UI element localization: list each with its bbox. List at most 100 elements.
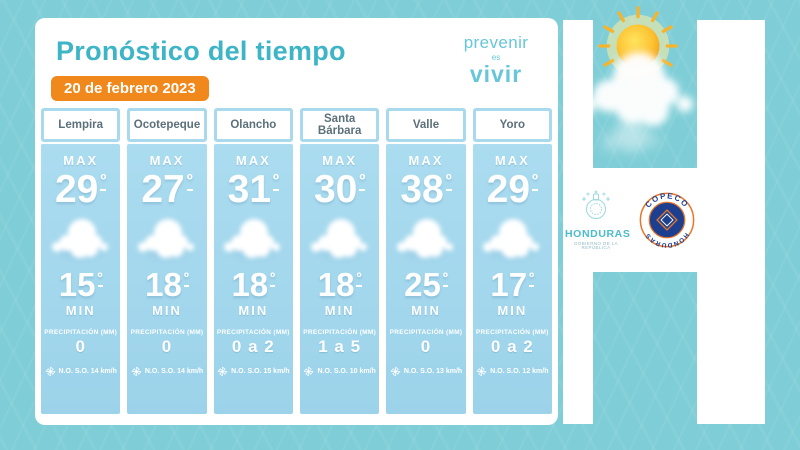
cloud-icon <box>308 217 372 259</box>
min-label: MIN <box>65 303 96 319</box>
degree-mark: º <box>445 171 452 192</box>
forecast-column-valle: Valle MAX 38 º 25 º MIN PRECIPITACIÓN (MM)… <box>386 108 466 414</box>
precipitation-value: 0 a 2 <box>231 337 275 357</box>
degree-mark: º <box>529 270 535 288</box>
precipitation-value: 0 a 2 <box>490 337 534 357</box>
pinwheel-wind-icon <box>390 366 401 377</box>
precipitation-label: PRECIPITACIÓN (MM) <box>303 329 377 337</box>
max-temperature: 30 º <box>313 168 366 211</box>
precipitation-label: PRECIPITACIÓN (MM) <box>44 329 118 337</box>
min-temperature: 18 º <box>317 266 362 304</box>
cloud-icon <box>394 217 458 259</box>
pinwheel-wind-icon <box>304 366 314 377</box>
max-temperature: 31 º <box>227 168 280 211</box>
cloud-icon <box>480 217 544 259</box>
copeco-logo: COPECO HONDURAS <box>639 192 695 248</box>
forecast-column-lempira: Lempira MAX 29 º 15 º MIN PRECIPITACIÓN (M… <box>41 108 121 414</box>
precipitation-value: 1 a 5 <box>318 337 362 357</box>
min-temperature: 15 º <box>58 266 103 304</box>
honduras-government-logo: HONDURAS GOBIERNO DE LA REPÚBLICA <box>565 189 631 251</box>
min-label: MIN <box>152 303 182 319</box>
forecast-column-ocotepeque: Ocotepeque MAX 27 º 18 º MIN PRECIPITACIÓN… <box>127 108 207 414</box>
wind-value: N.O. S.O. 12 km/h <box>490 368 549 376</box>
max-label: MAX <box>408 153 444 168</box>
forecast-column-yoro: Yoro MAX 29 º 17 º MIN PRECIPITACIÓN (MM) … <box>472 108 552 414</box>
precipitation-label: PRECIPITACIÓN (MM) <box>389 329 463 337</box>
degree-mark: º <box>442 270 448 288</box>
max-label: MAX <box>63 153 99 168</box>
wind-value: N.O. S.O. 10 km/h <box>317 368 376 376</box>
max-label: MAX <box>235 153 271 168</box>
wind-value: N.O. S.O. 13 km/h <box>403 368 463 376</box>
max-label: MAX <box>494 153 530 168</box>
max-temperature: 27 º <box>141 168 193 211</box>
degree-mark: º <box>270 270 276 288</box>
precipitation-label: PRECIPITACIÓN (MM) <box>216 329 290 337</box>
wind-value: N.O. S.O. 14 km/h <box>58 368 117 376</box>
precipitation-value: 0 <box>75 337 86 357</box>
forecast-card: Pronóstico del tiempo 20 de febrero 2023… <box>35 18 558 425</box>
logo-panel: HONDURAS GOBIERNO DE LA REPÚBLICA COPECO… <box>563 168 765 272</box>
forecast-column-body: MAX 38 º 25 º MIN PRECIPITACIÓN (MM) 0 N.O… <box>386 144 466 414</box>
pinwheel-wind-icon <box>45 366 55 377</box>
department-name: Lempira <box>41 108 121 142</box>
min-label: MIN <box>324 303 355 319</box>
forecast-column-body: MAX 30 º 18 º MIN PRECIPITACIÓN (MM) 1 a 5… <box>300 144 380 414</box>
max-temperature: 38 º <box>400 168 452 211</box>
min-temperature: 18 º <box>145 266 189 304</box>
wind-row: N.O. S.O. 12 km/h <box>476 366 549 377</box>
degree-mark: º <box>356 270 362 288</box>
honduras-emblem-icon <box>582 190 610 220</box>
forecast-column-olancho: Olancho MAX 31 º 18 º MIN PRECIPITACIÓN (M… <box>213 108 293 414</box>
max-temperature: 29 º <box>54 168 107 211</box>
forecast-column-body: MAX 27 º 18 º MIN PRECIPITACIÓN (MM) 0 N.O… <box>127 144 207 414</box>
wind-row: N.O. S.O. 14 km/h <box>45 366 117 377</box>
degree-mark: º <box>183 270 189 288</box>
pinwheel-wind-icon <box>217 366 228 377</box>
forecast-column-body: MAX 29 º 17 º MIN PRECIPITACIÓN (MM) 0 a 2… <box>472 144 552 414</box>
department-name: Yoro <box>472 108 552 142</box>
vivir-word: vivir <box>469 61 523 87</box>
wind-row: N.O. S.O. 14 km/h <box>131 366 203 377</box>
es-word: es <box>491 53 501 62</box>
degree-mark: º <box>359 171 366 192</box>
wind-row: N.O. S.O. 10 km/h <box>303 366 376 377</box>
page-title: Pronóstico del tiempo <box>56 36 346 66</box>
degree-mark: º <box>532 171 538 192</box>
wind-row: N.O. S.O. 15 km/h <box>217 366 290 377</box>
large-cloud-icon <box>571 48 703 132</box>
wind-value: N.O. S.O. 14 km/h <box>144 368 204 376</box>
honduras-logo-tagline: GOBIERNO DE LA REPÚBLICA <box>573 240 619 251</box>
department-name: Santa Bárbara <box>300 108 380 142</box>
forecast-column-body: MAX 29 º 15 º MIN PRECIPITACIÓN (MM) 0 N.O… <box>41 144 121 414</box>
department-name: Ocotepeque <box>127 108 207 142</box>
forecast-column-santa-barbara: Santa Bárbara MAX 30 º 18 º MIN PRECIPITAC… <box>300 108 380 414</box>
min-temperature: 25 º <box>404 266 448 304</box>
wind-value: N.O. S.O. 15 km/h <box>231 368 290 376</box>
precipitation-label: PRECIPITACIÓN (MM) <box>130 329 204 337</box>
cloud-icon <box>221 217 285 259</box>
precipitation-label: PRECIPITACIÓN (MM) <box>475 329 549 337</box>
min-label: MIN <box>238 303 269 319</box>
degree-mark: º <box>97 270 103 288</box>
cloud-icon <box>49 217 113 259</box>
pinwheel-wind-icon <box>131 366 142 377</box>
prevenir-es-vivir-logo: prevenir es vivir <box>450 34 542 86</box>
cloud-icon <box>135 217 199 259</box>
precipitation-value: 0 <box>420 337 432 357</box>
honduras-logo-text: HONDURAS <box>565 228 631 241</box>
pinwheel-wind-icon <box>476 366 487 377</box>
wind-row: N.O. S.O. 13 km/h <box>390 366 462 377</box>
date-badge: 20 de febrero 2023 <box>51 76 209 101</box>
min-label: MIN <box>497 303 528 319</box>
precipitation-value: 0 <box>161 337 173 357</box>
department-name: Olancho <box>213 108 293 142</box>
degree-mark: º <box>186 171 193 192</box>
forecast-columns: Lempira MAX 29 º 15 º MIN PRECIPITACIÓN (M… <box>41 108 552 414</box>
max-label: MAX <box>322 153 358 168</box>
min-label: MIN <box>411 303 441 319</box>
degree-mark: º <box>100 171 107 192</box>
min-temperature: 18 º <box>231 266 276 304</box>
max-label: MAX <box>149 153 185 168</box>
